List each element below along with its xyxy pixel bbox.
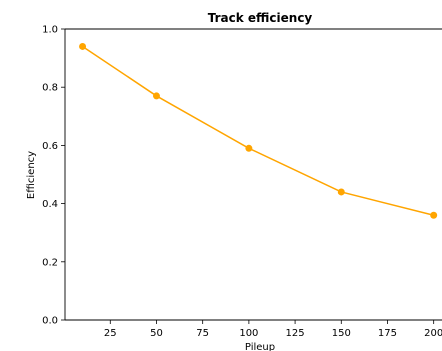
y-tick-label: 1.0 [42, 25, 58, 36]
x-tick-label: 200 [424, 328, 442, 339]
axes: 0.0 0.2 0.4 0.6 0.8 1.0 25 50 75 100 125 150 175 200 [42, 25, 442, 339]
x-tick-label: 175 [378, 328, 397, 339]
y-tick-label: 0.4 [42, 199, 58, 210]
y-tick-label: 0.2 [42, 257, 58, 268]
x-tick-label: 150 [332, 328, 351, 339]
data-point [152, 92, 160, 100]
y-tick-label: 0.0 [42, 316, 58, 327]
chart-title: Track efficiency [208, 11, 313, 25]
y-axis-title: Efficiency [26, 151, 37, 199]
data-point [79, 42, 87, 50]
data-point [337, 188, 345, 196]
data-point [430, 211, 438, 219]
series-line [82, 45, 434, 216]
x-tick-label: 100 [239, 328, 258, 339]
series-layer [79, 42, 438, 219]
x-tick-label: 25 [104, 328, 117, 339]
y-tick-label: 0.6 [42, 141, 58, 152]
y-tick-label: 0.8 [42, 83, 58, 94]
x-axis-title: Pileup [245, 342, 275, 351]
x-tick-label: 125 [286, 328, 305, 339]
x-tick-label: 50 [150, 328, 163, 339]
x-tick-label: 75 [196, 328, 209, 339]
data-point [245, 144, 253, 152]
